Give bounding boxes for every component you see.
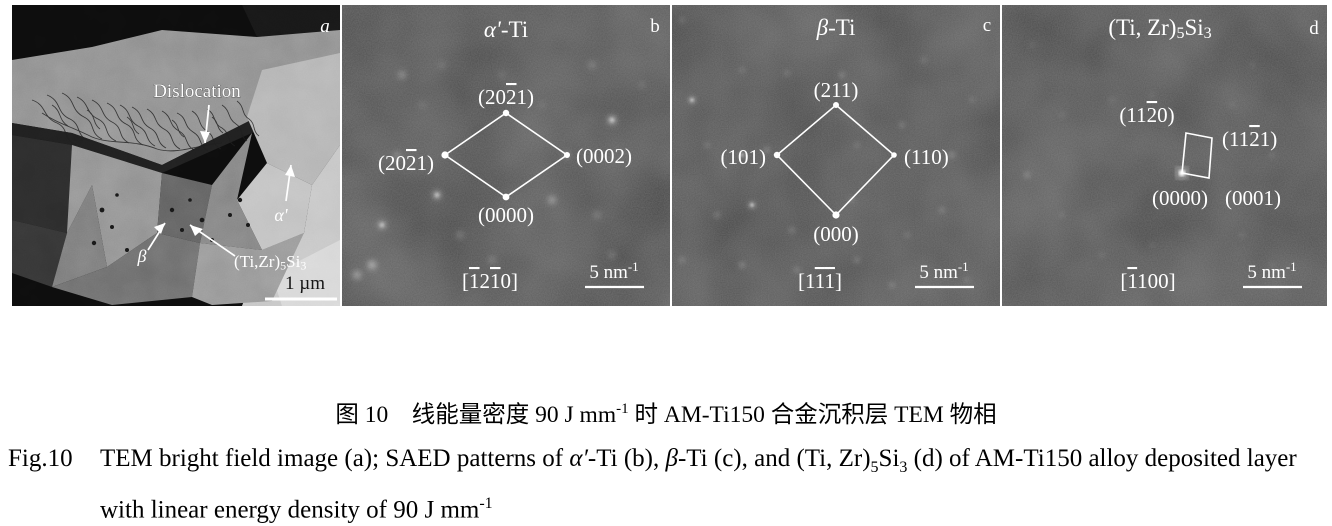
svg-text:a: a [320,16,330,37]
svg-text:(2021): (2021) [478,85,534,109]
svg-text:(1121): (1121) [1222,127,1277,151]
svg-text:d: d [1309,18,1319,39]
svg-text:(Ti, Zr)5Si3: (Ti, Zr)5Si3 [1108,15,1211,42]
svg-text:α': α' [274,205,288,225]
svg-text:(211): (211) [814,78,859,102]
svg-text:(0001): (0001) [1225,186,1281,210]
svg-text:(1120): (1120) [1119,103,1174,127]
svg-text:[111]: [111] [798,269,842,293]
svg-text:c: c [983,15,991,36]
svg-text:1 µm: 1 µm [285,273,325,294]
svg-text:[1100]: [1100] [1120,269,1175,293]
svg-text:(0002): (0002) [576,144,632,168]
svg-text:(0000): (0000) [478,203,534,227]
svg-text:β: β [137,246,147,266]
svg-text:β-Ti: β-Ti [816,15,856,40]
svg-text:(2021): (2021) [378,151,434,175]
svg-text:(101): (101) [721,145,767,169]
svg-text:(000): (000) [813,222,859,246]
svg-text:α'-Ti: α'-Ti [484,17,528,42]
svg-text:b: b [650,16,660,37]
svg-text:Dislocation: Dislocation [153,81,241,102]
svg-text:(110): (110) [904,145,949,169]
svg-text:(0000): (0000) [1152,186,1208,210]
svg-text:[1210]: [1210] [462,269,518,293]
svg-text:(Ti,Zr)5Si3: (Ti,Zr)5Si3 [234,252,306,273]
